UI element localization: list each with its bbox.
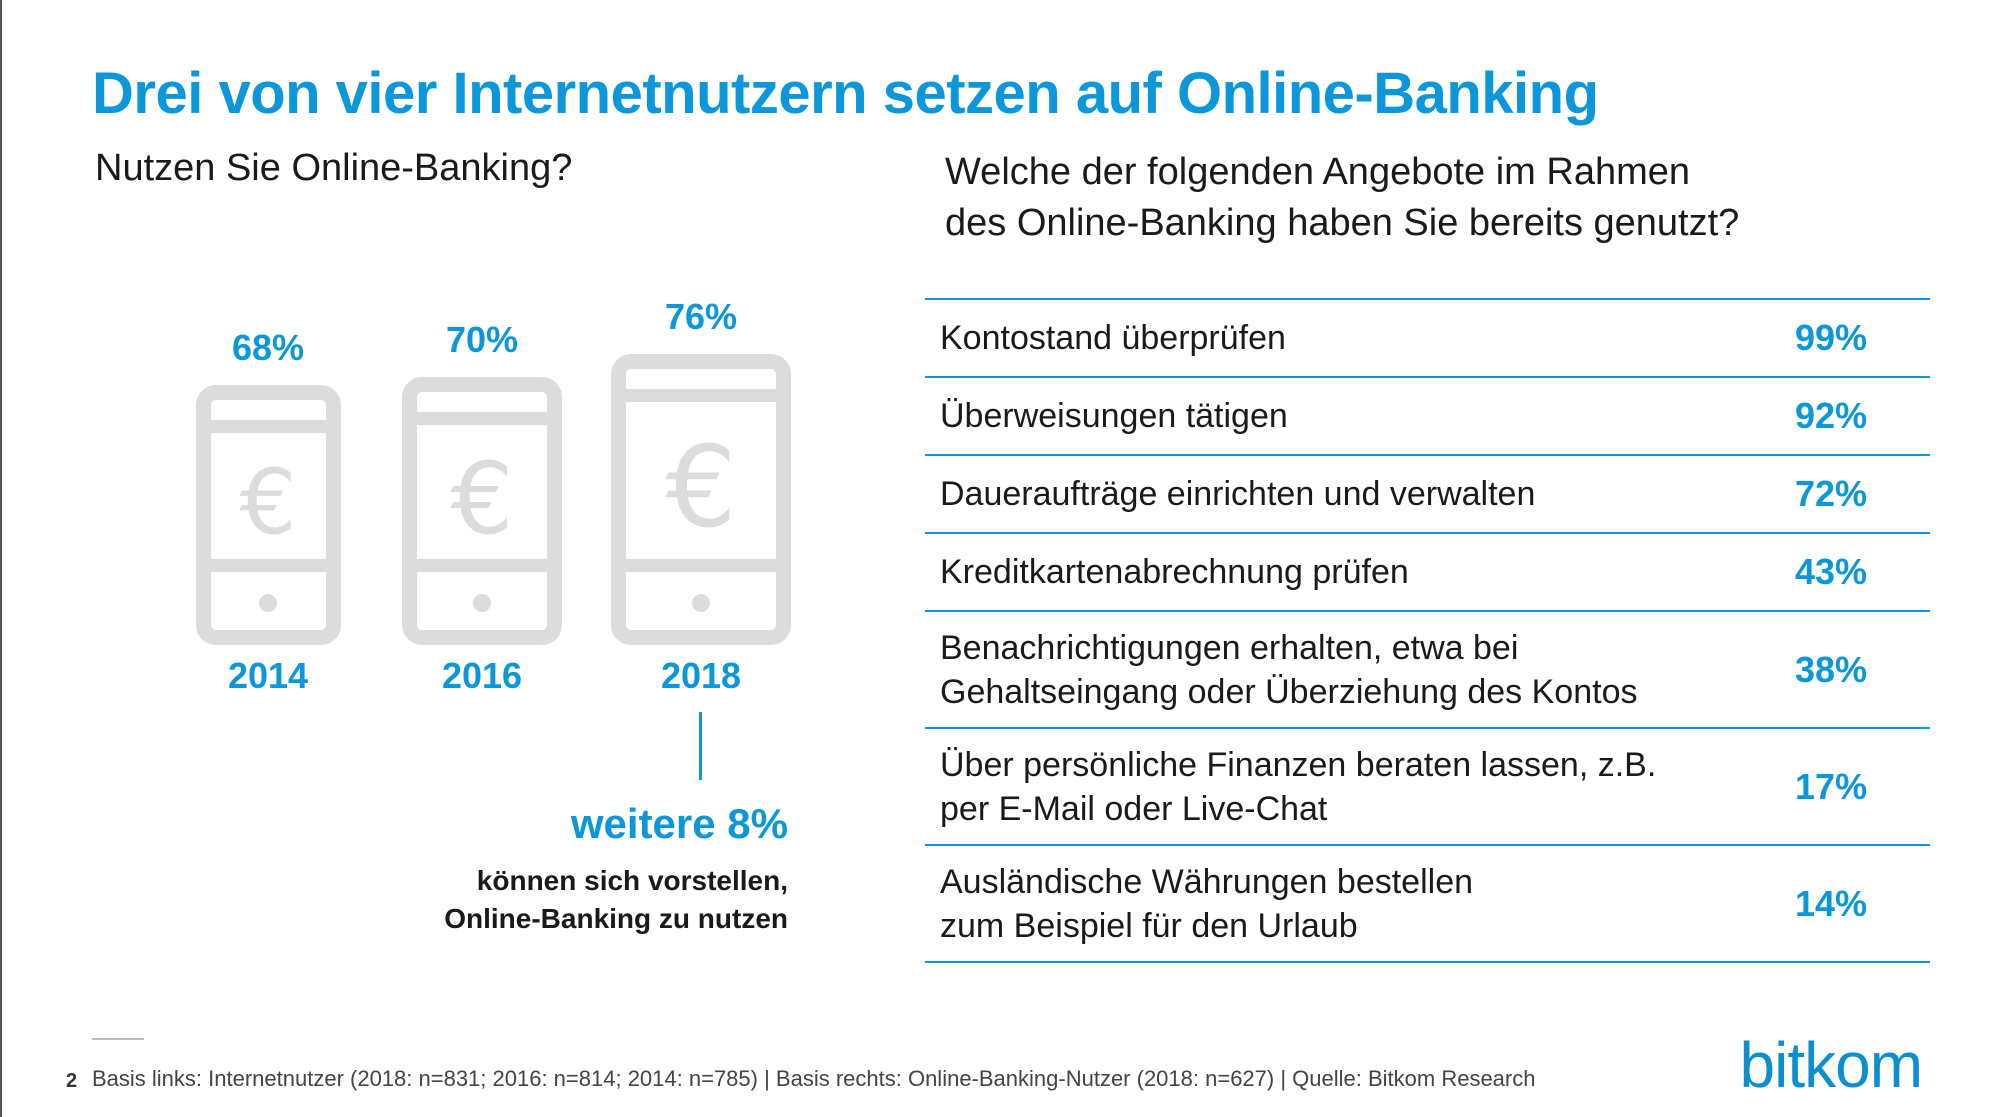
euro-icon: € [450,442,514,557]
phone-bottom-bar [626,559,776,572]
table-row-value: 38% [1794,648,1867,690]
table-row-value: 72% [1794,473,1867,514]
table-row-label: Benachrichtigungen erhalten, etwa bei Geh… [940,626,1637,714]
phone-bottom-bar [417,559,547,572]
phone-top-bar [210,420,326,433]
right-question: Welche der folgenden Angebote im Rahmen … [945,147,1945,249]
slide-title: Drei von vier Internetnutzern setzen auf… [92,61,1599,126]
phone-home-button [473,594,491,612]
bitkom-logo: bitkom [1739,1029,1923,1101]
source-footnote: Basis links: Internetnutzer (2018: n=831… [92,1066,1536,1091]
phone-top-bar [417,412,547,425]
callout-text-line-1: können sich vorstellen, [476,865,788,896]
smartphone-icon-2016: € [402,377,562,645]
phone-year-label-2016: 2016 [441,655,523,696]
page-number: 2 [66,1070,78,1092]
table-row-label: Überweisungen tätigen [940,394,1288,438]
table-row: Kontostand überprüfen 99% [925,300,1930,378]
table-row: Benachrichtigungen erhalten, etwa bei Geh… [925,612,1930,729]
table-row: Daueraufträge einrichten und verwalten 72… [925,456,1930,534]
table-row-label-line: zum Beispiel für den Urlaub [940,906,1358,945]
table-row-label-line: Über persönliche Finanzen beraten lassen… [940,745,1657,784]
table-row: Ausländische Währungen bestellen zum Beis… [925,846,1930,963]
footer-rule [92,1038,144,1040]
phone-percent-label-2016: 70% [445,319,519,360]
callout-text: können sich vorstellen, Online-Banking z… [444,862,788,938]
table-row-label: Über persönliche Finanzen beraten lassen… [940,743,1656,831]
table-row: Kreditkartenabrechnung prüfen 43% [925,534,1930,612]
phone-home-button [259,594,277,612]
table-row-value: 14% [1794,882,1867,924]
table-row-label-line: per E-Mail oder Live-Chat [940,789,1328,828]
euro-icon: € [665,423,737,553]
table-row-label-line: Daueraufträge einrichten und verwalten [940,475,1536,513]
smartphone-icon-2014: € [195,385,341,645]
table-row-value: 43% [1794,551,1867,592]
table-row-label: Ausländische Währungen bestellen zum Beis… [940,860,1473,948]
table-row: Über persönliche Finanzen beraten lassen… [925,729,1930,846]
table-row-label: Daueraufträge einrichten und verwalten [940,472,1535,516]
phone-percent-label-2018: 76% [664,296,738,337]
right-question-line-1: Welche der folgenden Angebote im Rahmen [945,151,1691,193]
slide-left-edge [0,0,2,1117]
table-row-label-line: Gehaltseingang oder Überziehung des Kont… [940,672,1638,711]
euro-icon: € [239,450,297,555]
table-row-value: 99% [1794,317,1867,358]
phone-year-label-2018: 2018 [660,655,742,696]
phone-bottom-bar [210,559,326,572]
table-row-label: Kreditkartenabrechnung prüfen [940,550,1409,594]
left-question: Nutzen Sie Online-Banking? [95,147,573,189]
table-row-label: Kontostand überprüfen [940,316,1286,360]
callout-connector-line [699,712,702,780]
table-row-label-line: Überweisungen tätigen [940,397,1288,435]
smartphone-icon-2018: € [611,354,791,645]
table-row-label-line: Kreditkartenabrechnung prüfen [940,553,1409,591]
phone-percent-label-2014: 68% [231,327,305,368]
right-question-line-2: des Online-Banking haben Sie bereits gen… [945,202,1740,244]
phone-top-bar [626,389,776,402]
phone-year-label-2014: 2014 [227,655,309,696]
phone-home-button [692,594,710,612]
table-row-value: 92% [1794,395,1867,436]
callout-text-line-2: Online-Banking zu nutzen [444,903,788,934]
table-row-value: 17% [1794,765,1867,807]
table-row-label-line: Benachrichtigungen erhalten, etwa bei [940,628,1519,667]
table-row-label-line: Kontostand überprüfen [940,319,1286,357]
table-row-label-line: Ausländische Währungen bestellen [940,862,1474,901]
callout-percent: weitere 8% [570,800,788,847]
table-row: Überweisungen tätigen 92% [925,378,1930,456]
usage-table: Kontostand überprüfen 99% Überweisungen tä… [925,298,1930,963]
